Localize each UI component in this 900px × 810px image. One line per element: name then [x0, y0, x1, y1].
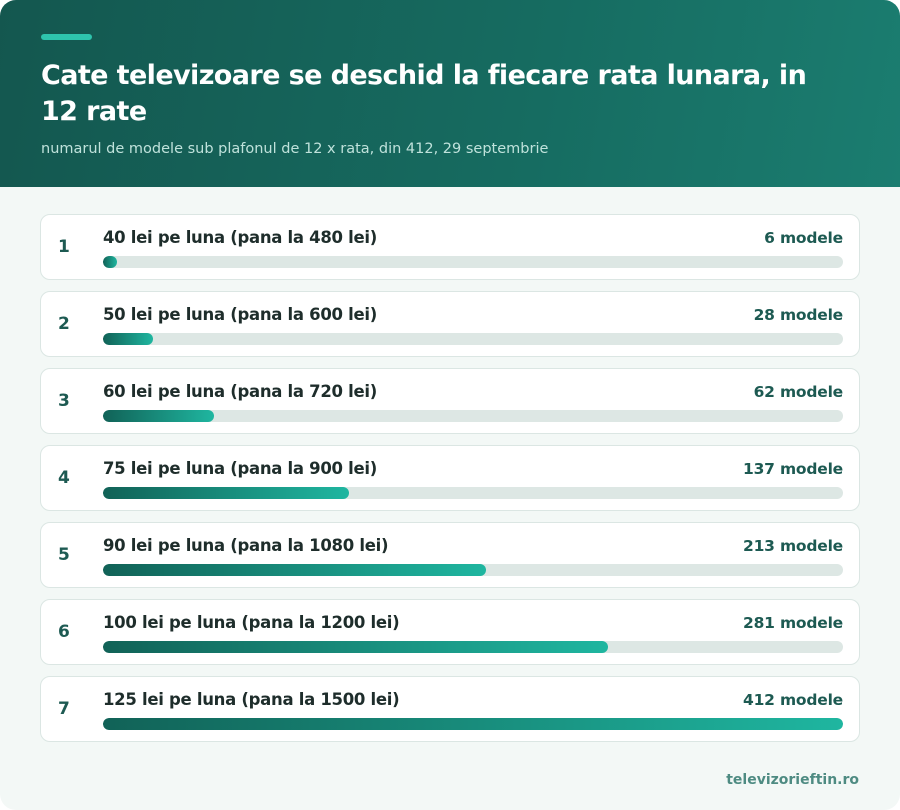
value-label: 62 modele — [753, 383, 844, 401]
brand-footer: televizorieftin.ro — [726, 772, 859, 788]
accent-bar — [41, 34, 92, 40]
rank-number: 3 — [58, 391, 70, 411]
value-label: 6 modele — [764, 229, 843, 247]
bar-row: 6 100 lei pe luna (pana la 1200 lei) 281 m… — [40, 599, 860, 665]
bar-row: 1 40 lei pe luna (pana la 480 lei) 6 model… — [40, 214, 860, 280]
bar-track — [103, 641, 843, 653]
rank-number: 4 — [58, 468, 70, 488]
chart-title: Cate televizoare se deschid la fiecare r… — [41, 60, 807, 127]
bar-fill — [103, 410, 214, 422]
bar-track — [103, 718, 843, 730]
bar-fill — [103, 333, 153, 345]
bar-fill — [103, 641, 608, 653]
bar-row: 2 50 lei pe luna (pana la 600 lei) 28 mode… — [40, 291, 860, 357]
rank-number: 5 — [58, 545, 70, 565]
value-label: 28 modele — [753, 306, 844, 324]
value-label: 281 modele — [743, 614, 843, 632]
bar-track — [103, 333, 843, 345]
category-label: 50 lei pe luna (pana la 600 lei) — [103, 305, 378, 324]
bar-row: 4 75 lei pe luna (pana la 900 lei) 137 mod… — [40, 445, 860, 511]
category-label: 40 lei pe luna (pana la 480 lei) — [103, 228, 378, 247]
bar-track — [103, 487, 843, 499]
rank-number: 1 — [58, 237, 70, 257]
bar-track — [103, 410, 843, 422]
bar-fill — [103, 564, 486, 576]
value-label: 213 modele — [743, 537, 843, 555]
bar-row: 3 60 lei pe luna (pana la 720 lei) 62 mode… — [40, 368, 860, 434]
bar-fill — [103, 718, 843, 730]
bar-row: 5 90 lei pe luna (pana la 1080 lei) 213 mo… — [40, 522, 860, 588]
chart-subtitle: numarul de modele sub plafonul de 12 x r… — [41, 141, 549, 157]
bar-track — [103, 564, 843, 576]
category-label: 75 lei pe luna (pana la 900 lei) — [103, 459, 378, 478]
category-label: 125 lei pe luna (pana la 1500 lei) — [103, 690, 400, 709]
bar-fill — [103, 256, 117, 268]
value-label: 412 modele — [743, 691, 843, 709]
category-label: 60 lei pe luna (pana la 720 lei) — [103, 382, 378, 401]
rank-number: 7 — [58, 699, 70, 719]
bar-fill — [103, 487, 349, 499]
value-label: 137 modele — [743, 460, 843, 478]
bar-track — [103, 256, 843, 268]
rank-number: 2 — [58, 314, 70, 334]
header: Cate televizoare se deschid la fiecare r… — [0, 0, 900, 187]
category-label: 100 lei pe luna (pana la 1200 lei) — [103, 613, 400, 632]
category-label: 90 lei pe luna (pana la 1080 lei) — [103, 536, 389, 555]
rank-number: 6 — [58, 622, 70, 642]
bar-row: 7 125 lei pe luna (pana la 1500 lei) 412 m… — [40, 676, 860, 742]
